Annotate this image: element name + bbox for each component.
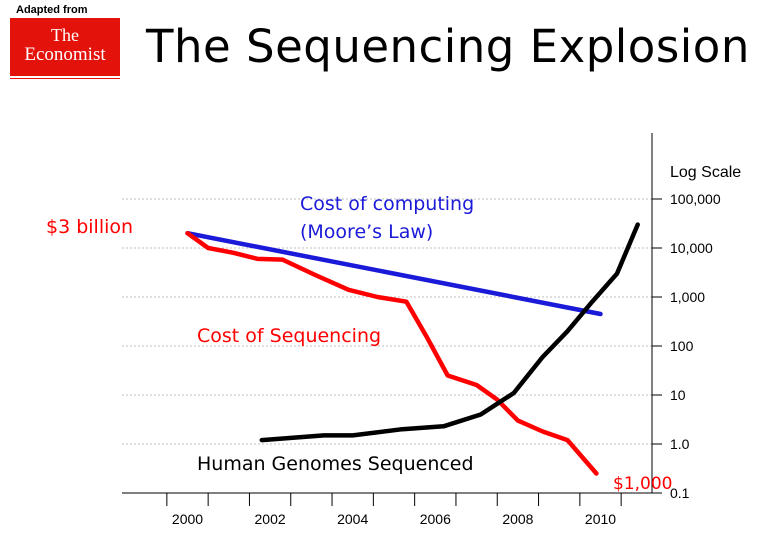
page-title: The Sequencing Explosion <box>146 20 750 73</box>
y-tick-label: 1.0 <box>670 436 690 452</box>
logo-rule <box>10 78 120 79</box>
y-tick-label: 100 <box>670 338 694 354</box>
annotation-1000: $1,000 <box>613 474 672 494</box>
logo-line-the: The <box>51 25 79 45</box>
x-tick-label: 2002 <box>255 511 286 527</box>
economist-logo: The Economist <box>10 18 120 76</box>
chart-labels: 100,000 10,000 1,000 100 10 1.0 0.1 2000 2002 200… <box>46 164 741 527</box>
series-line-1 <box>185 230 599 476</box>
axes <box>122 133 662 506</box>
y-tick-label: 100,000 <box>670 191 721 207</box>
x-tick-label: 2006 <box>420 511 451 527</box>
moores-law-label-line2: (Moore’s Law) <box>300 221 433 243</box>
y-axis-title: Log Scale <box>670 164 741 181</box>
series-line-2 <box>259 222 640 443</box>
y-tick-label: 1,000 <box>670 289 705 305</box>
adapted-from-label: Adapted from <box>16 4 88 16</box>
moores-law-label-line1: Cost of computing <box>300 193 474 215</box>
x-tick-label: 2008 <box>502 511 533 527</box>
series-line-0 <box>185 230 603 317</box>
y-tick-label: 10,000 <box>670 240 713 256</box>
x-tick-label: 2010 <box>585 511 616 527</box>
x-tick-label: 2004 <box>337 511 368 527</box>
genomes-label: Human Genomes Sequenced <box>197 453 474 475</box>
annotation-3-billion: $3 billion <box>46 216 133 238</box>
series-lines <box>185 222 640 476</box>
x-tick-label: 2000 <box>172 511 203 527</box>
sequencing-label: Cost of Sequencing <box>197 325 381 347</box>
y-tick-label: 10 <box>670 387 686 403</box>
y-tick-label: 0.1 <box>670 485 690 501</box>
logo-line-economist: Economist <box>24 44 106 65</box>
